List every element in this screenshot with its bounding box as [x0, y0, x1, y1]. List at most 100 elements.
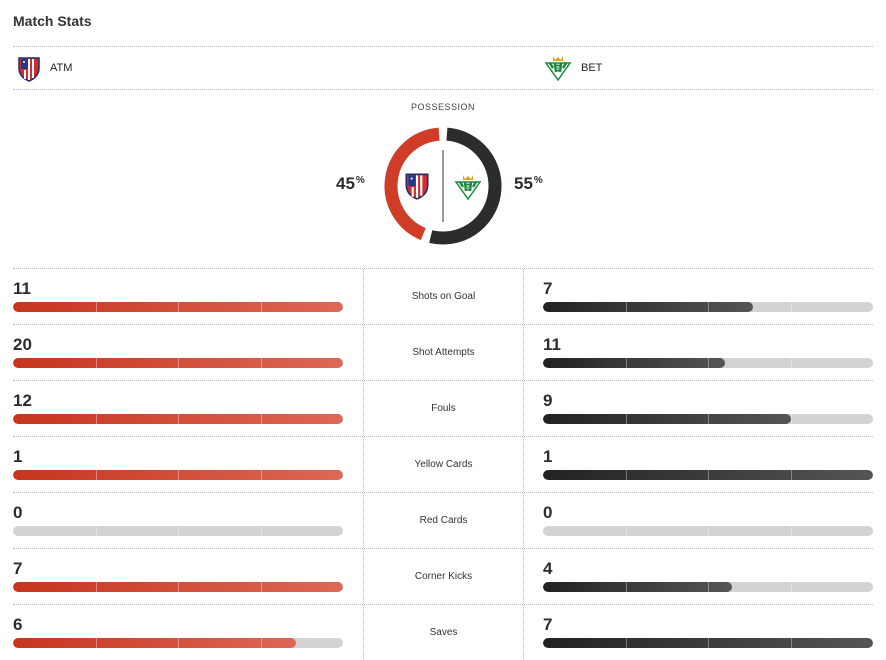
- away-stat-bar: [543, 582, 873, 592]
- home-stat-bar-fill: [13, 582, 343, 592]
- bar-tick: [790, 526, 792, 536]
- bar-tick: [625, 470, 627, 480]
- home-stat-cell: 7: [13, 549, 363, 604]
- home-stat-bar: [13, 414, 343, 424]
- bar-tick: [708, 526, 709, 536]
- bar-tick: [790, 358, 792, 368]
- bar-tick: [95, 526, 97, 536]
- away-stat-cell: 0: [543, 493, 873, 548]
- home-stat-value: 11: [13, 279, 31, 298]
- bar-tick: [625, 582, 627, 592]
- bar-tick: [625, 302, 627, 312]
- away-stat-value: 11: [543, 335, 561, 354]
- away-stat-value: 7: [543, 615, 553, 634]
- home-stat-bar-fill: [13, 302, 343, 312]
- stat-row: 20 Shot Attempts 11: [13, 324, 873, 380]
- bar-tick: [790, 302, 792, 312]
- home-stat-value: 12: [13, 391, 32, 410]
- home-stat-bar-fill: [13, 470, 343, 480]
- stat-label: Fouls: [431, 403, 456, 414]
- away-stat-bar-fill: [543, 302, 753, 312]
- away-stat-bar: [543, 638, 873, 648]
- home-stat-bar: [13, 582, 343, 592]
- stat-label: Corner Kicks: [414, 571, 473, 582]
- stat-label-cell: Shot Attempts: [363, 325, 524, 380]
- bar-tick: [95, 302, 97, 312]
- away-stat-cell: 1: [543, 437, 873, 492]
- home-possession: 45%: [336, 174, 365, 194]
- bar-tick: [178, 526, 179, 536]
- away-stat-bar: [543, 358, 873, 368]
- home-stat-cell: 11: [13, 269, 363, 324]
- home-stat-bar: [13, 526, 343, 536]
- bar-tick: [260, 526, 262, 536]
- bar-tick: [260, 470, 262, 480]
- away-stat-bar: [543, 414, 873, 424]
- away-stat-bar-fill: [543, 358, 725, 368]
- away-stat-bar: [543, 302, 873, 312]
- away-stat-bar-fill: [543, 470, 873, 480]
- home-stat-cell: 12: [13, 381, 363, 436]
- away-stat-bar-fill: [543, 414, 791, 424]
- away-possession-unit: %: [533, 175, 543, 186]
- stat-row: 0 Red Cards 0: [13, 492, 873, 548]
- bar-tick: [95, 414, 97, 424]
- home-stat-value: 1: [13, 447, 23, 466]
- bar-tick: [95, 638, 97, 648]
- home-stat-bar: [13, 302, 343, 312]
- bar-tick: [790, 414, 792, 424]
- home-stat-cell: 1: [13, 437, 363, 492]
- stat-label: Saves: [429, 627, 458, 638]
- stat-label: Shot Attempts: [412, 347, 475, 358]
- home-stat-value: 20: [13, 335, 32, 354]
- away-team-name: BET: [581, 62, 603, 74]
- teams-header: ATM B BET: [13, 46, 873, 90]
- home-stat-value: 6: [13, 615, 23, 634]
- stat-label-cell: Corner Kicks: [363, 549, 524, 604]
- home-stat-cell: 6: [13, 605, 363, 660]
- away-possession: 55%: [514, 174, 543, 194]
- bar-tick: [625, 638, 627, 648]
- home-stat-bar-fill: [13, 414, 343, 424]
- bar-tick: [260, 582, 262, 592]
- away-stat-value: 7: [543, 279, 553, 298]
- bar-tick: [790, 470, 792, 480]
- bar-tick: [708, 358, 709, 368]
- home-team[interactable]: ATM: [17, 47, 72, 89]
- bar-tick: [708, 302, 709, 312]
- away-possession-arc: [429, 127, 502, 245]
- home-stat-bar-fill: [13, 358, 343, 368]
- away-stat-value: 4: [543, 559, 553, 578]
- bar-tick: [708, 414, 709, 424]
- away-stat-bar-fill: [543, 638, 873, 648]
- away-stat-bar: [543, 526, 873, 536]
- away-team[interactable]: B BET: [544, 47, 602, 89]
- bar-tick: [178, 414, 179, 424]
- home-stat-bar: [13, 358, 343, 368]
- stat-label-cell: Saves: [363, 605, 524, 660]
- svg-text:B: B: [466, 185, 470, 191]
- stats-table: 11 Shots on Goal 7 20 Shot Attempts 11: [13, 268, 873, 660]
- away-stat-cell: 7: [543, 269, 873, 324]
- stat-label-cell: Yellow Cards: [363, 437, 524, 492]
- possession-donut: B: [383, 126, 503, 246]
- home-stat-cell: 0: [13, 493, 363, 548]
- stat-label: Yellow Cards: [414, 459, 473, 470]
- away-stat-cell: 4: [543, 549, 873, 604]
- home-possession-value: 45: [336, 174, 355, 193]
- away-stat-cell: 9: [543, 381, 873, 436]
- bar-tick: [260, 302, 262, 312]
- stat-label: Red Cards: [419, 515, 468, 526]
- away-stat-cell: 11: [543, 325, 873, 380]
- stat-row: 12 Fouls 9: [13, 380, 873, 436]
- bar-tick: [708, 638, 709, 648]
- away-stat-value: 1: [543, 447, 553, 466]
- home-possession-unit: %: [355, 175, 365, 186]
- bar-tick: [178, 302, 179, 312]
- bar-tick: [260, 358, 262, 368]
- away-possession-value: 55: [514, 174, 533, 193]
- bar-tick: [95, 358, 97, 368]
- bar-tick: [790, 582, 792, 592]
- home-stat-cell: 20: [13, 325, 363, 380]
- bar-tick: [95, 470, 97, 480]
